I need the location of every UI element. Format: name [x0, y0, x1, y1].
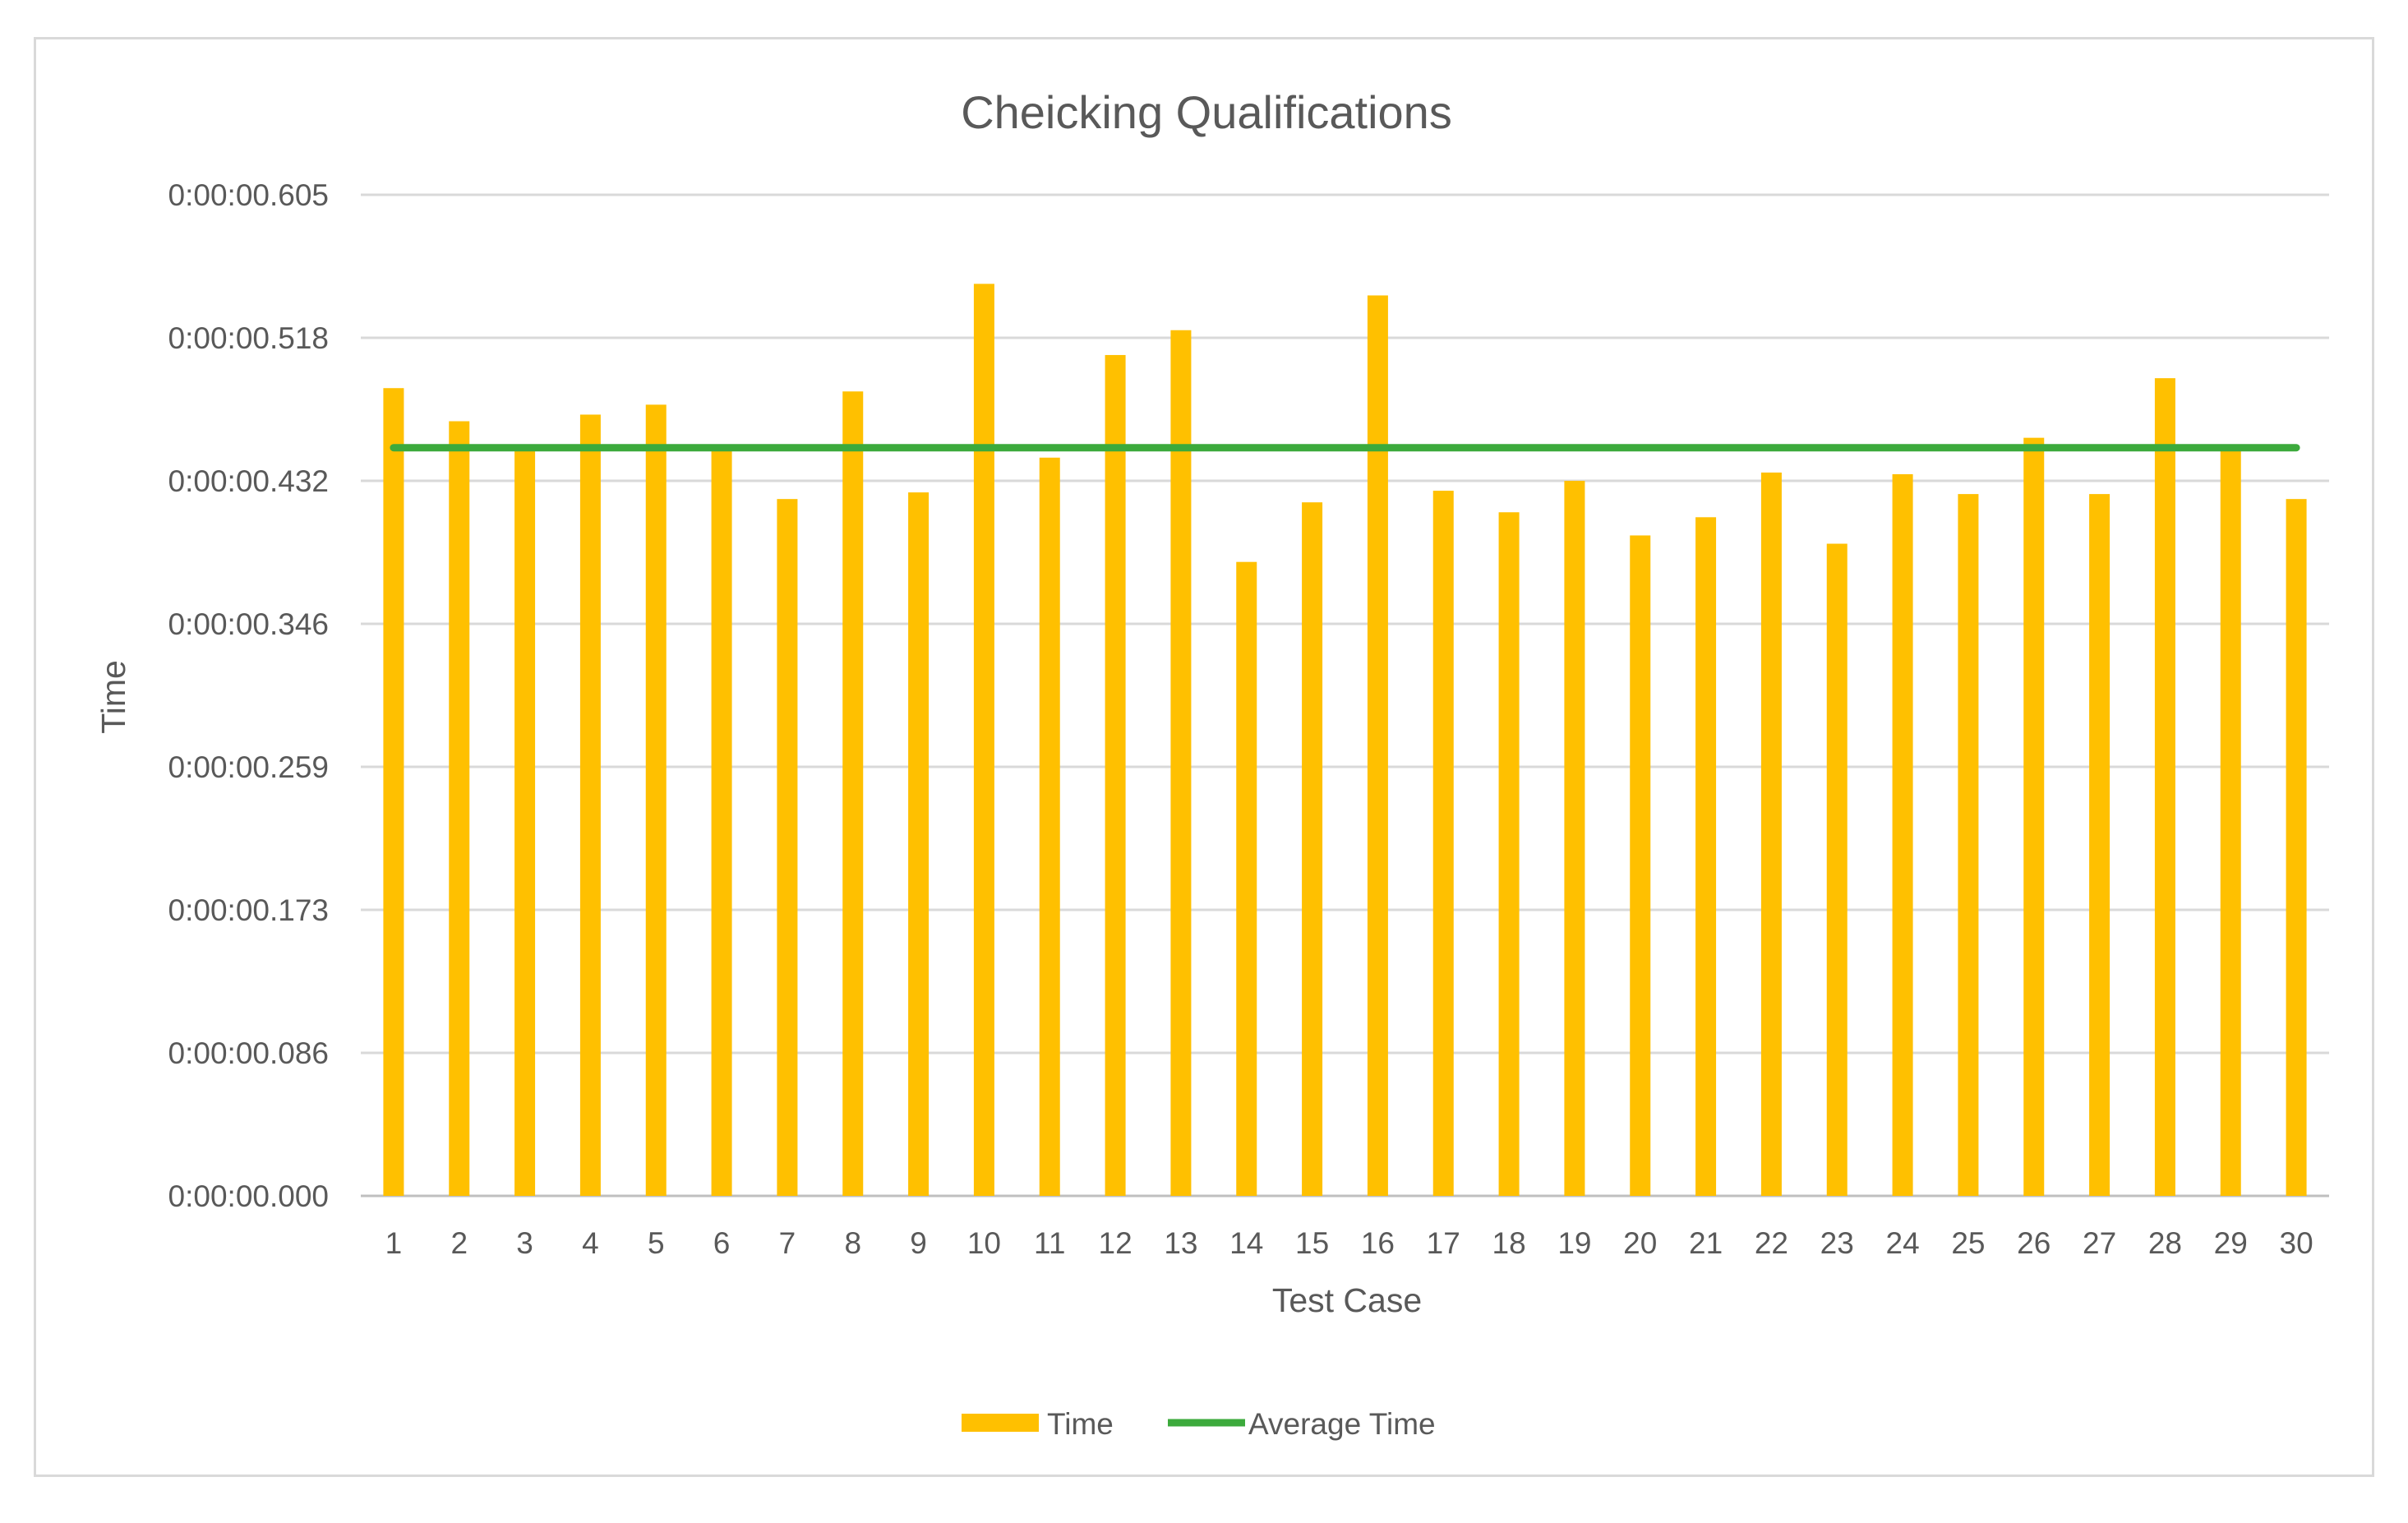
bar-time — [1760, 472, 1782, 1196]
bar-time — [383, 388, 404, 1196]
x-tick-label: 28 — [2148, 1226, 2182, 1260]
x-tick-label: 4 — [582, 1226, 599, 1260]
x-tick-label: 5 — [648, 1226, 665, 1260]
x-tick-label: 11 — [1034, 1226, 1065, 1260]
x-tick-label: 13 — [1164, 1226, 1197, 1260]
x-tick-label: 9 — [910, 1226, 927, 1260]
bar-time — [645, 404, 667, 1197]
chart-title: Cheicking Qualifications — [961, 86, 1452, 138]
bar-time — [579, 414, 601, 1196]
bar-time — [842, 391, 864, 1196]
y-axis-ticks: 0:00:00.000 0:00:00.086 0:00:00.173 0:00:00… — [168, 178, 329, 1213]
x-tick-label: 16 — [1361, 1226, 1395, 1260]
x-tick-label: 19 — [1557, 1226, 1591, 1260]
bar-time — [1564, 481, 1585, 1196]
x-tick-label: 18 — [1492, 1226, 1526, 1260]
bar-time — [1236, 561, 1257, 1196]
x-tick-label: 25 — [1951, 1226, 1985, 1260]
bar-time — [777, 499, 798, 1196]
legend-label-average-time: Average Time — [1248, 1407, 1436, 1441]
x-tick-label: 8 — [844, 1226, 861, 1260]
x-tick-label: 15 — [1295, 1226, 1329, 1260]
y-tick-label: 0:00:00.518 — [168, 321, 329, 355]
x-tick-label: 10 — [967, 1226, 1001, 1260]
x-tick-label: 23 — [1820, 1226, 1854, 1260]
x-tick-label: 14 — [1229, 1226, 1263, 1260]
y-tick-label: 0:00:00.432 — [168, 464, 329, 498]
bar-time — [1170, 330, 1192, 1197]
bar-time — [1367, 295, 1388, 1196]
bar-time — [2220, 445, 2241, 1196]
bar-time — [1892, 473, 1913, 1196]
y-tick-label: 0:00:00.173 — [168, 893, 329, 927]
x-tick-label: 24 — [1886, 1226, 1920, 1260]
bar-time — [1105, 354, 1126, 1196]
x-tick-label: 17 — [1427, 1226, 1460, 1260]
y-tick-label: 0:00:00.605 — [168, 178, 329, 212]
x-tick-label: 29 — [2214, 1226, 2248, 1260]
y-tick-label: 0:00:00.346 — [168, 607, 329, 641]
x-tick-label: 21 — [1689, 1226, 1723, 1260]
x-tick-label: 3 — [516, 1226, 533, 1260]
x-tick-label: 12 — [1099, 1226, 1132, 1260]
x-tick-label: 6 — [713, 1226, 731, 1260]
x-axis-title: Test Case — [1272, 1281, 1422, 1319]
bar-time — [1302, 502, 1323, 1196]
bar-time — [1039, 457, 1060, 1196]
y-tick-label: 0:00:00.259 — [168, 750, 329, 784]
x-tick-label: 7 — [779, 1226, 796, 1260]
bar-time — [514, 449, 536, 1196]
bar-time — [973, 284, 994, 1197]
chart-svg: 0:00:00.000 0:00:00.086 0:00:00.173 0:00:00… — [95, 86, 2329, 1441]
x-tick-label: 20 — [1623, 1226, 1657, 1260]
legend: Time Average Time — [962, 1407, 1436, 1441]
bar-time — [2286, 499, 2307, 1196]
y-axis-title: Time — [95, 660, 132, 734]
x-tick-label: 27 — [2083, 1226, 2116, 1260]
x-tick-label: 2 — [450, 1226, 468, 1260]
x-tick-label: 30 — [2280, 1226, 2313, 1260]
bar-time — [2023, 437, 2045, 1196]
chart-frame: 0:00:00.000 0:00:00.086 0:00:00.173 0:00:00… — [34, 37, 2374, 1477]
bar-time — [1958, 494, 1979, 1196]
x-tick-label: 22 — [1755, 1226, 1788, 1260]
gridlines — [361, 193, 2329, 1198]
bar-time — [1630, 535, 1651, 1196]
x-tick-label: 26 — [2017, 1226, 2050, 1260]
bar-time — [908, 492, 930, 1196]
bar-time — [1695, 517, 1717, 1196]
bar-time — [1826, 543, 1848, 1196]
bar-time — [449, 421, 470, 1196]
x-axis-ticks: 1 2 3 4 5 6 7 8 9 10 11 12 13 14 15 16 17 18 19 20 21 22 23 24 2… — [385, 1226, 2313, 1260]
bar-time — [711, 447, 732, 1196]
bar-time — [1498, 512, 1520, 1196]
y-tick-label: 0:00:00.086 — [168, 1036, 329, 1070]
legend-swatch-time — [962, 1414, 1039, 1432]
legend-label-time: Time — [1047, 1407, 1114, 1441]
bar-time — [1432, 491, 1454, 1196]
y-tick-label: 0:00:00.000 — [168, 1179, 329, 1213]
bar-time — [2089, 494, 2110, 1196]
x-tick-label: 1 — [385, 1226, 403, 1260]
bar-time — [2154, 378, 2175, 1196]
bar-series-time — [383, 284, 2307, 1197]
